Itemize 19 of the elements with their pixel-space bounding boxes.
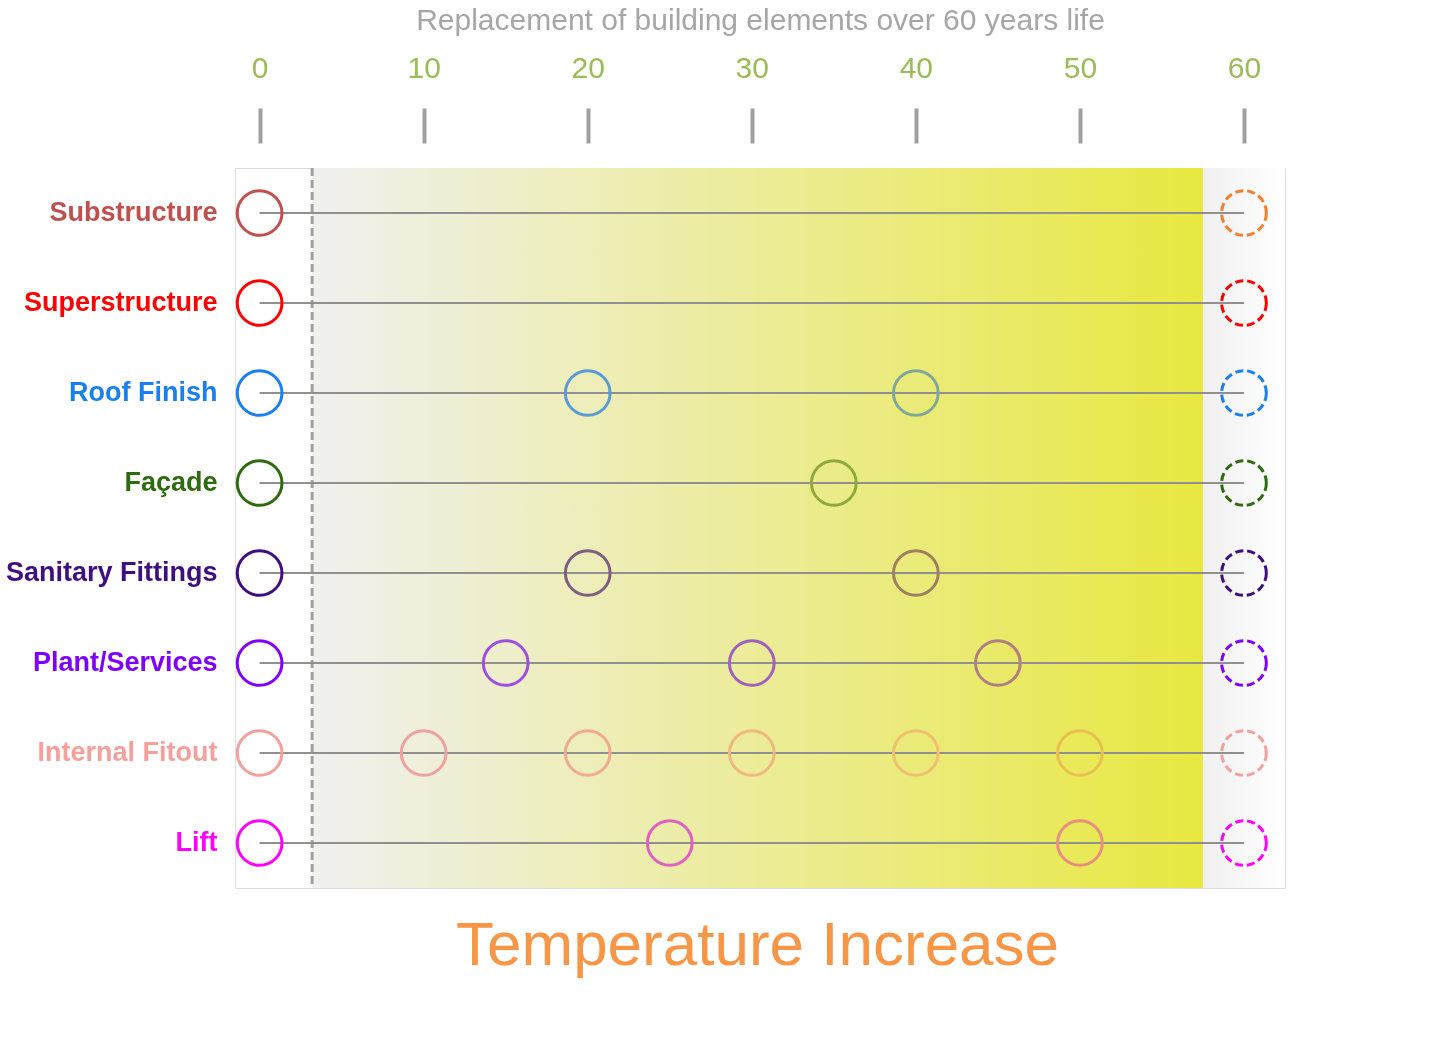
x-tick-label: 10: [407, 50, 441, 84]
y-tick-label: Internal Fitout: [37, 737, 218, 767]
x-tick-label: 30: [735, 50, 769, 84]
y-tick-label: Plant/Services: [32, 647, 218, 677]
y-tick-label: Façade: [124, 467, 218, 497]
point: [235, 189, 284, 237]
x-tick-label: 50: [1063, 50, 1098, 84]
x-tick-label: 60: [1227, 50, 1262, 84]
x-axis-title: Replacement of building elements over 60 years life: [416, 2, 1105, 36]
point: [1220, 189, 1268, 237]
band-label: Temperature Increase: [456, 909, 1060, 978]
y-tick-label: Lift: [175, 827, 218, 857]
x-tick-label: 20: [571, 50, 605, 84]
x-tick-label: 40: [899, 50, 934, 84]
y-tick-label: Superstructure: [23, 287, 218, 317]
y-tick-label: Roof Finish: [69, 377, 218, 407]
y-tick-label: Sanitary Fittings: [5, 557, 218, 587]
x-tick-label: 0: [251, 50, 269, 84]
y-tick-label: Substructure: [49, 197, 218, 227]
